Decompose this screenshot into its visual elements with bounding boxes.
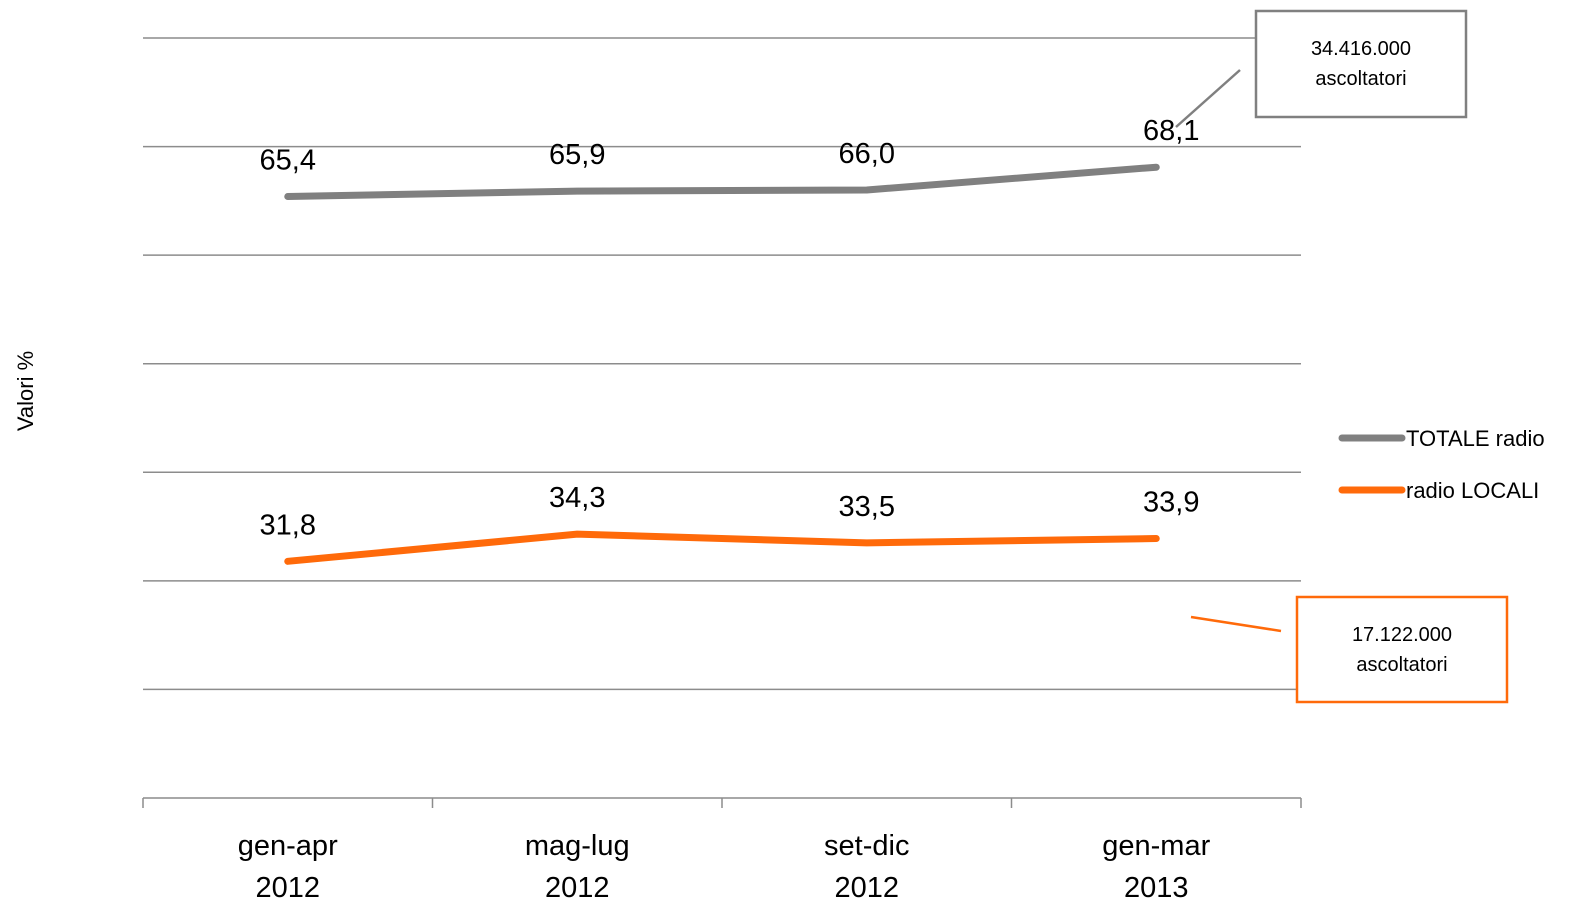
series-line-0 (288, 167, 1157, 196)
y-axis-label: Valori % (13, 351, 38, 431)
data-label: 65,4 (260, 145, 316, 177)
legend: TOTALE radio radio LOCALI (1342, 426, 1545, 503)
x-tick-label: 2012 (255, 872, 320, 904)
x-tick-label: 2012 (545, 872, 610, 904)
callout-text: 17.122.000 (1352, 624, 1452, 646)
x-tick-label: gen-apr (238, 830, 338, 862)
x-tick-label: gen-mar (1102, 830, 1210, 862)
x-tick-label: 2013 (1124, 872, 1189, 904)
series-line-1 (288, 534, 1157, 561)
data-label: 65,9 (549, 139, 605, 171)
data-label: 33,9 (1143, 487, 1199, 519)
callout-box (1297, 597, 1507, 702)
data-labels: 65,4 65,9 66,0 68,1 31,8 34,3 33,5 33,9 (260, 115, 1200, 541)
callout-leader-line (1191, 617, 1281, 631)
callout-text: ascoltatori (1315, 68, 1406, 90)
data-label: 33,5 (839, 491, 895, 523)
callouts: 34.416.000 ascoltatori 17.122.000 ascoltato… (1176, 11, 1507, 702)
callout-leader-line (1176, 70, 1240, 127)
callout-box (1256, 11, 1466, 117)
x-tick-label: mag-lug (525, 830, 630, 862)
data-label: 31,8 (260, 509, 316, 541)
legend-label: radio LOCALI (1406, 478, 1539, 503)
gridlines (143, 38, 1301, 689)
x-axis: gen-apr 2012 mag-lug 2012 set-dic 2012 gen-mar… (143, 798, 1301, 904)
legend-label: TOTALE radio (1406, 426, 1545, 451)
callout-text: 34.416.000 (1311, 38, 1411, 60)
data-label: 68,1 (1143, 115, 1199, 147)
data-label: 66,0 (839, 138, 895, 170)
x-tick-label: set-dic (824, 830, 909, 862)
x-tick-label: 2012 (834, 872, 899, 904)
data-label: 34,3 (549, 482, 605, 514)
callout-text: ascoltatori (1356, 654, 1447, 676)
